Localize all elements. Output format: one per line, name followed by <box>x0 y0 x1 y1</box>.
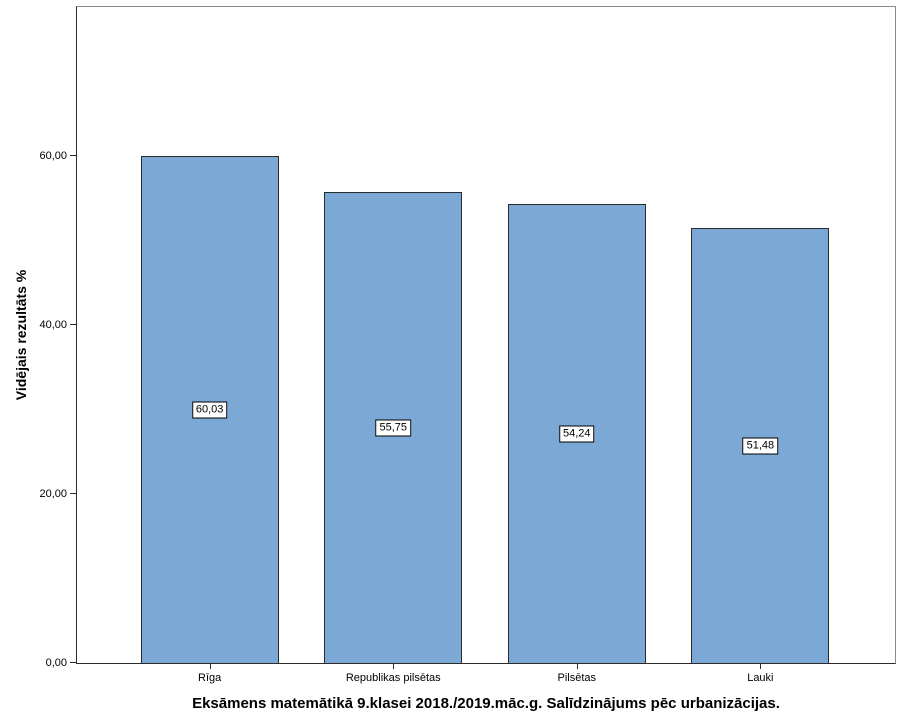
category-label-3: Pilsētas <box>557 672 597 684</box>
y-tick-mark <box>70 154 77 156</box>
category-label-2: Republikas pilsētas <box>345 672 441 684</box>
bar-value-label: 60,03 <box>191 401 228 419</box>
y-tick-mark <box>70 323 77 325</box>
category-label-4: Lauki <box>747 672 774 684</box>
y-tick-mark <box>70 492 77 494</box>
y-tick-label: 20,00 <box>39 487 67 500</box>
category-label-1: Rīga <box>198 672 222 684</box>
bar-value-label: 55,75 <box>375 419 411 437</box>
chart-title: Eksāmens matemātikā 9.klasei 2018./2019.… <box>192 695 780 712</box>
y-tick-label: 40,00 <box>39 318 67 331</box>
y-tick-mark <box>70 662 77 663</box>
bar-value-label: 51,48 <box>742 437 779 455</box>
y-tick-label: 0,00 <box>45 657 67 669</box>
bar-value-label: 54,24 <box>559 425 595 443</box>
bar-4: 51,48 <box>691 227 830 663</box>
y-axis-title: Vidējais rezultāts % <box>13 269 29 401</box>
x-tick-mark <box>760 663 762 669</box>
x-tick-mark <box>209 663 211 669</box>
x-tick-mark <box>576 663 578 669</box>
x-tick-mark <box>393 663 395 669</box>
y-tick-label: 60,00 <box>39 149 67 162</box>
bar-2: 55,75 <box>324 191 463 663</box>
plot-area: 0,00 20,00 40,00 60,00 60,03 Rīga 55,75 Republi… <box>39 6 896 684</box>
bar-3: 54,24 <box>507 204 646 663</box>
bar-1: 60,03 <box>140 155 279 663</box>
